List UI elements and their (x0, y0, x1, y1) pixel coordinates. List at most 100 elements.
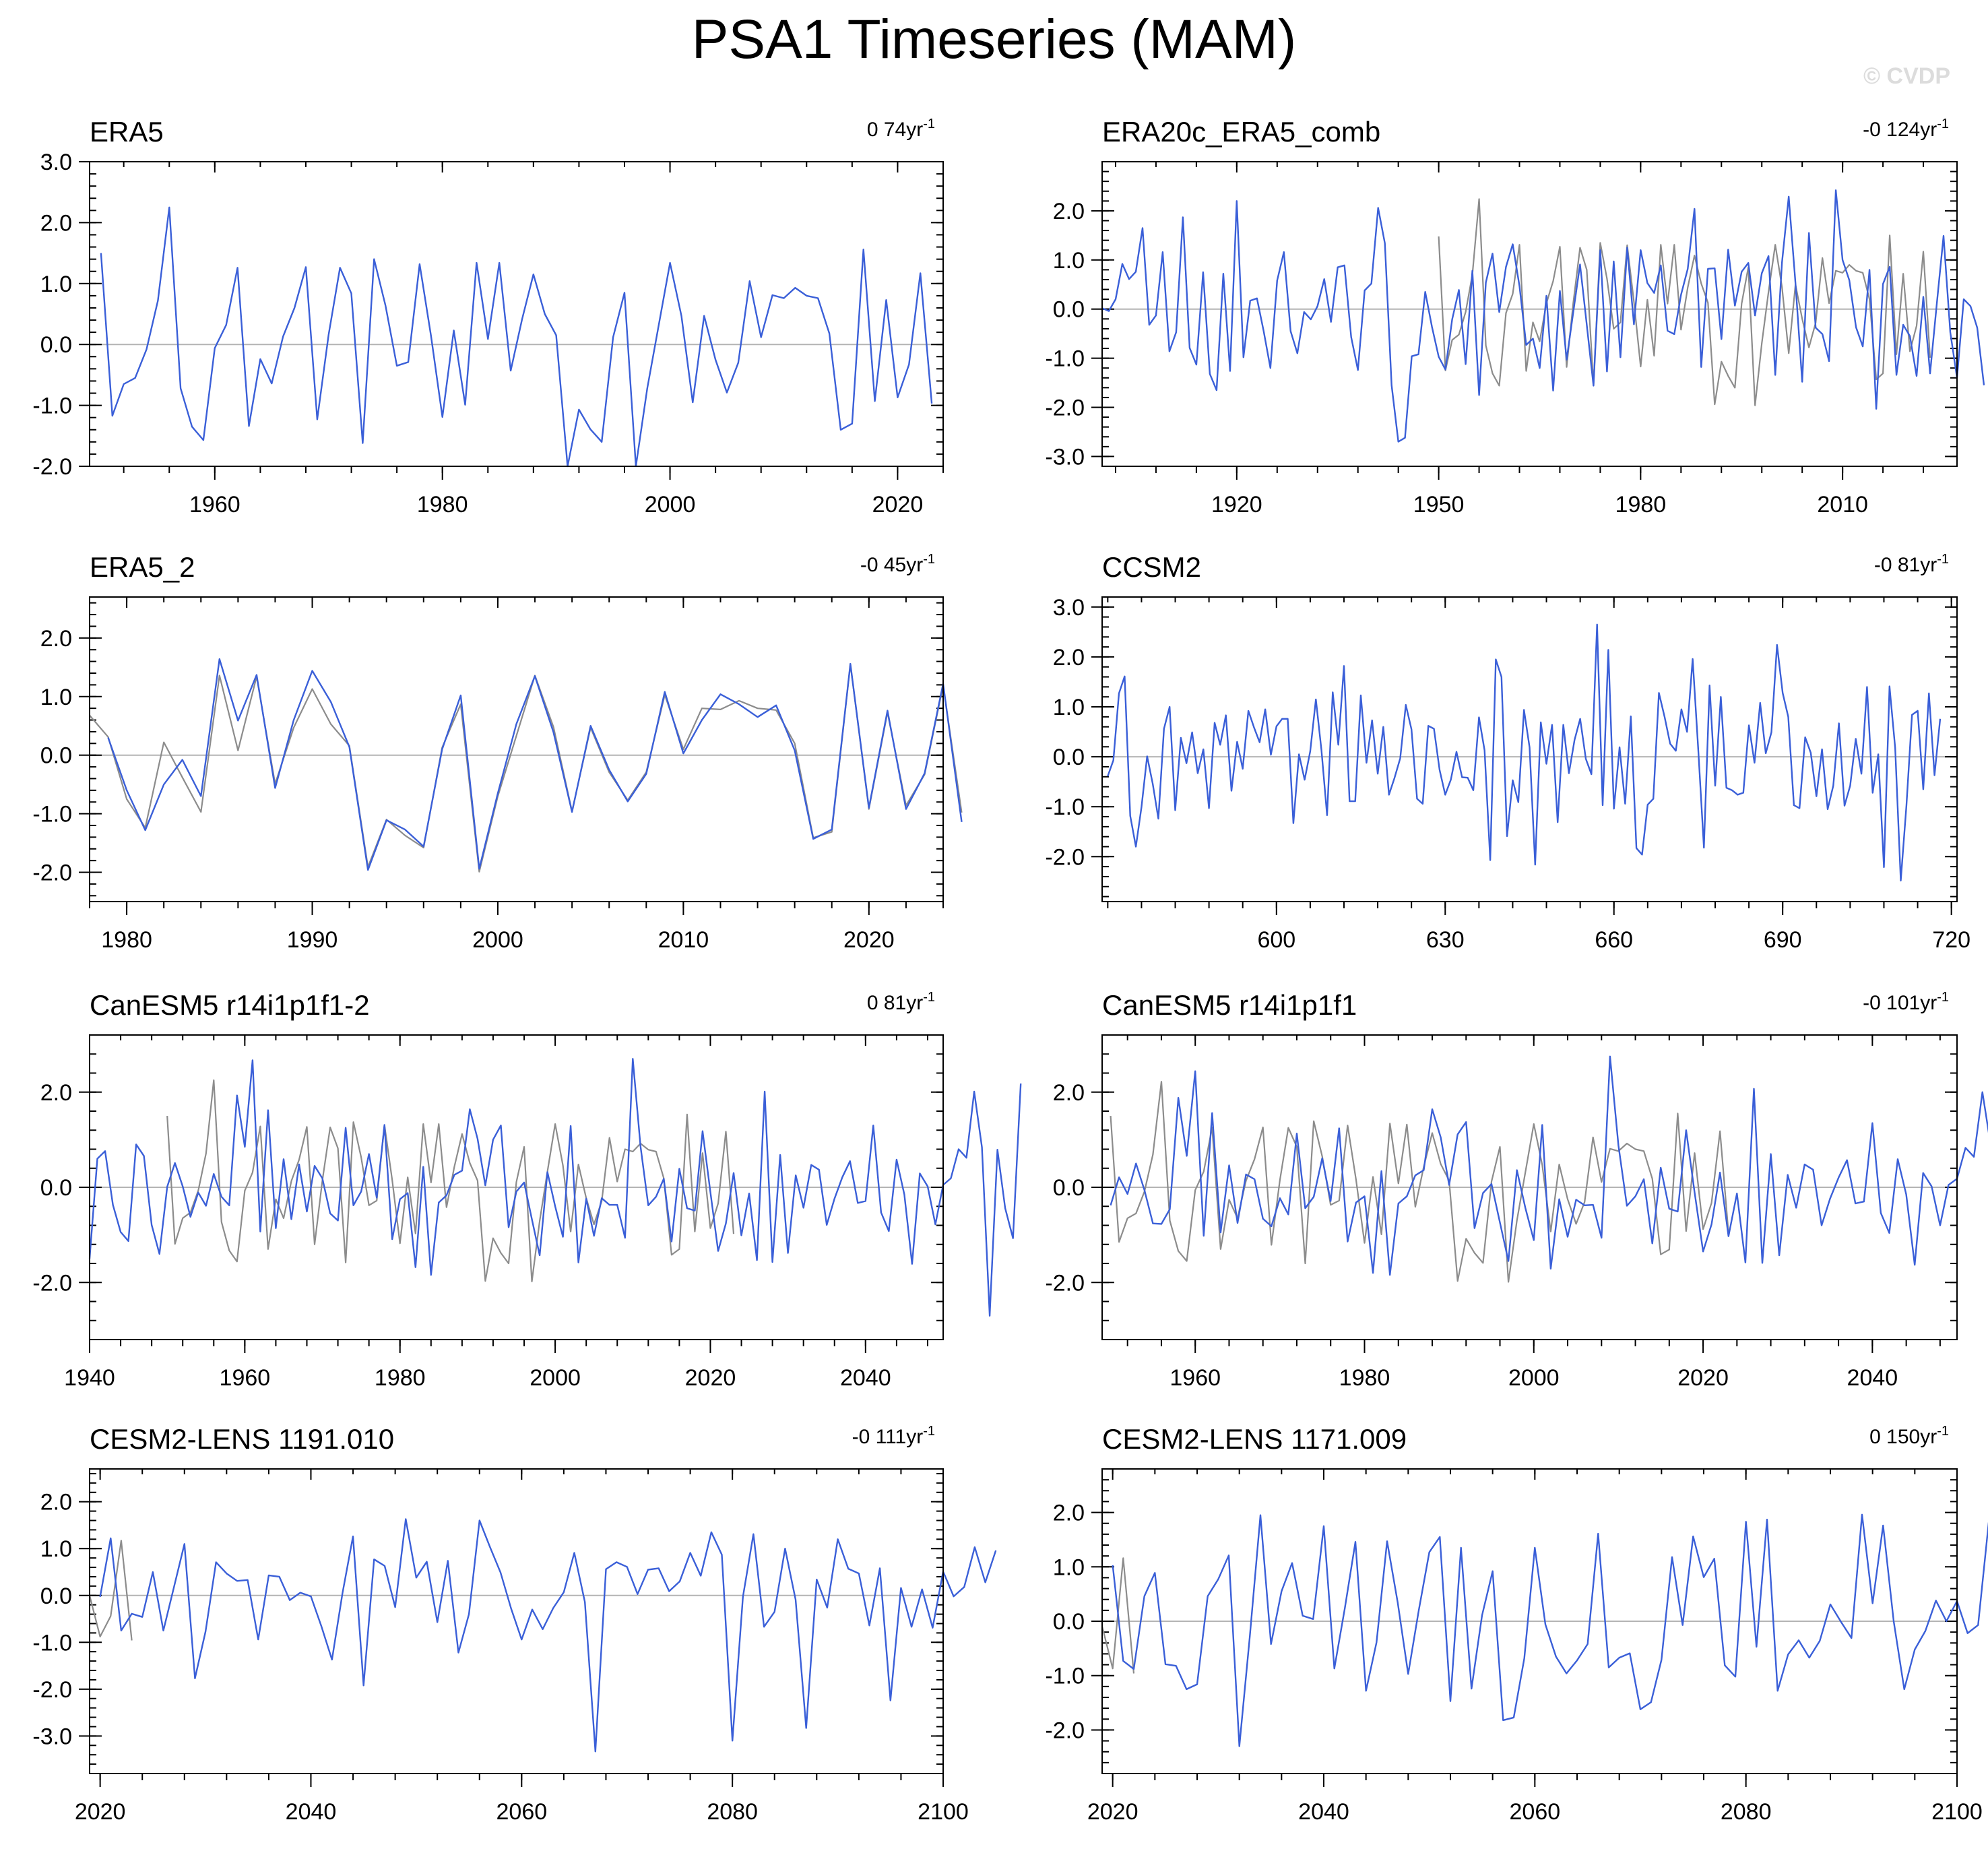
x-tick-label: 1940 (64, 1365, 115, 1391)
y-tick-label: 2.0 (1053, 199, 1085, 224)
y-tick-label: -3.0 (32, 1724, 72, 1749)
x-tick-label: 2040 (840, 1365, 891, 1391)
x-tick-label: 2080 (1721, 1799, 1772, 1825)
x-tick-label: 2020 (1677, 1365, 1729, 1391)
trend-label: -0 124yr-1 (1863, 117, 1949, 141)
x-tick-label: 1980 (1615, 492, 1667, 517)
plot-frame (89, 1034, 944, 1340)
x-tick-label: 630 (1426, 927, 1465, 953)
trend-label: 0 150yr-1 (1869, 1424, 1949, 1448)
panel-title: ERA5_2 (90, 551, 195, 583)
x-tick-label: 2020 (685, 1365, 736, 1391)
y-tick-label: -2.0 (1045, 844, 1085, 870)
x-tick-label: 600 (1257, 927, 1295, 953)
y-tick-label: 0.0 (1053, 1609, 1085, 1635)
trend-label: -0 45yr-1 (860, 552, 935, 576)
y-tick-label: -1.0 (1045, 794, 1085, 820)
y-tick-label: 1.0 (40, 685, 72, 710)
chart-panel: CESM2-LENS 1171.009 0 150yr-1 -2.0 -1.0 0.0 1… (1045, 1423, 1988, 1825)
model-series-line (107, 658, 963, 871)
y-tick-label: -2.0 (1045, 1270, 1085, 1296)
x-tick-label: 2010 (658, 927, 709, 953)
x-tick-label: 690 (1764, 927, 1802, 953)
y-tick-label: -1.0 (32, 1630, 72, 1656)
x-tick-label: 2000 (645, 492, 696, 517)
x-tick-label: 2020 (872, 492, 924, 517)
x-tick-label: 2040 (286, 1799, 337, 1825)
y-tick-label: 2.0 (1053, 645, 1085, 670)
plot-frame (89, 596, 944, 902)
y-tick-label: -2.0 (1045, 1718, 1085, 1743)
chart-panel: ERA20c_ERA5_comb -0 124yr-1 -3.0 -2.0 -1.0 0.… (1045, 116, 1985, 517)
observed-series-line (89, 663, 963, 873)
trend-superscript: -1 (1937, 1424, 1949, 1439)
model-series-line (1107, 623, 1942, 882)
x-tick-label: 2100 (1931, 1799, 1983, 1825)
watermark: © CVDP (1863, 63, 1950, 89)
plot-frame (89, 161, 944, 467)
x-tick-label: 2060 (1510, 1799, 1561, 1825)
x-tick-label: 1960 (1169, 1365, 1221, 1391)
x-tick-label: 2010 (1817, 492, 1868, 517)
x-tick-label: 1960 (220, 1365, 271, 1391)
y-tick-label: -1.0 (1045, 346, 1085, 372)
plot-frame (1101, 1034, 1958, 1340)
panel-title: ERA20c_ERA5_comb (1102, 116, 1380, 148)
y-tick-label: 0.0 (1053, 745, 1085, 770)
y-tick-label: 0.0 (1053, 1175, 1085, 1201)
x-tick-label: 2000 (1508, 1365, 1560, 1391)
chart-panel: CCSM2 -0 81yr-1 -2.0 -1.0 0.0 1.0 2.0 3.0 600 630… (1045, 551, 1970, 953)
panel-title: CESM2-LENS 1191.010 (90, 1423, 394, 1455)
plot-frame (1101, 1468, 1958, 1774)
observed-series-line (1110, 1081, 1729, 1283)
y-tick-label: 2.0 (40, 1490, 72, 1515)
x-tick-label: 660 (1595, 927, 1633, 953)
x-tick-label: 2020 (1087, 1799, 1139, 1825)
x-tick-label: 2000 (530, 1365, 581, 1391)
main-title: PSA1 Timeseries (MAM) (691, 9, 1297, 70)
x-tick-label: 1990 (287, 927, 338, 953)
x-tick-label: 2020 (75, 1799, 126, 1825)
x-tick-label: 2060 (496, 1799, 548, 1825)
y-tick-label: 1.0 (1053, 695, 1085, 720)
y-tick-label: 2.0 (1053, 1501, 1085, 1526)
x-tick-label: 1950 (1413, 492, 1465, 517)
model-series-line (1101, 189, 1985, 443)
trend-superscript: -1 (923, 552, 935, 567)
panel-title: CESM2-LENS 1171.009 (1102, 1423, 1407, 1455)
trend-label: -0 101yr-1 (1863, 990, 1949, 1014)
y-tick-label: 2.0 (40, 1080, 72, 1106)
y-tick-label: -2.0 (32, 860, 72, 886)
chart-panel: ERA5 0 74yr-1 -2.0 -1.0 0.0 1.0 2.0 3.0 1960 1980… (32, 116, 944, 517)
y-tick-label: 2.0 (40, 210, 72, 236)
y-tick-label: 0.0 (1053, 297, 1085, 323)
trend-label: -0 111yr-1 (852, 1424, 935, 1448)
chart-panel: CanESM5 r14i1p1f1 -0 101yr-1 -2.0 0.0 2.0 196… (1045, 989, 1988, 1391)
panel-title: ERA5 (90, 116, 164, 148)
y-tick-label: -1.0 (1045, 1664, 1085, 1689)
x-tick-label: 1960 (189, 492, 241, 517)
y-tick-label: 1.0 (1053, 248, 1085, 274)
model-series-line (99, 1518, 997, 1753)
y-tick-label: 3.0 (40, 150, 72, 175)
y-tick-label: -2.0 (1045, 396, 1085, 421)
trend-superscript: -1 (1937, 552, 1949, 567)
y-tick-label: 1.0 (40, 272, 72, 297)
trend-label: 0 74yr-1 (867, 117, 935, 141)
y-tick-label: 0.0 (40, 1583, 72, 1609)
y-tick-label: 3.0 (1053, 595, 1085, 621)
y-tick-label: 2.0 (40, 626, 72, 652)
y-tick-label: 0.0 (40, 1175, 72, 1201)
observed-series-line (1438, 198, 1931, 406)
model-series-line (100, 206, 933, 468)
x-tick-label: 720 (1932, 927, 1970, 953)
chart-panel: ERA5_2 -0 45yr-1 -2.0 -1.0 0.0 1.0 2.0 1980 1990… (32, 551, 963, 953)
x-tick-label: 2100 (918, 1799, 969, 1825)
x-tick-label: 1920 (1211, 492, 1262, 517)
y-tick-label: 0.0 (40, 332, 72, 358)
trend-superscript: -1 (1937, 990, 1949, 1005)
trend-label: 0 81yr-1 (867, 990, 935, 1014)
plot-frame (1101, 161, 1958, 467)
panel-title: CCSM2 (1102, 551, 1201, 583)
